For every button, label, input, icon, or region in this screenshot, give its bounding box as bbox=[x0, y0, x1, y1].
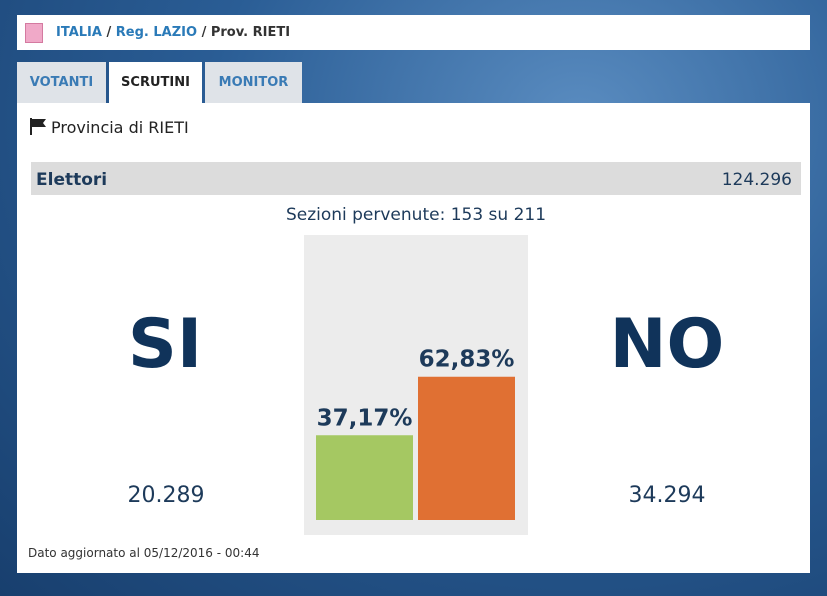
breadcrumb-link[interactable]: ITALIA bbox=[56, 25, 102, 40]
breadcrumb-link[interactable]: Reg. LAZIO bbox=[115, 25, 198, 40]
electors-value: 124.296 bbox=[722, 170, 792, 190]
bar-value-label: 62,83% bbox=[419, 347, 515, 373]
votes-count: 34.294 bbox=[629, 483, 706, 508]
province-title: Provincia di RIETI bbox=[51, 118, 189, 137]
tab-active[interactable]: SCRUTINI bbox=[109, 62, 202, 103]
answer-label: NO bbox=[610, 305, 725, 384]
bar-value-label: 37,17% bbox=[317, 405, 413, 431]
electors-label: Elettori bbox=[36, 170, 107, 190]
update-note: Dato aggiornato al 05/12/2016 - 00:44 bbox=[28, 546, 259, 560]
votes-count: 20.289 bbox=[128, 483, 205, 508]
breadcrumb-separator: / bbox=[201, 25, 207, 40]
breadcrumb: ITALIA / Reg. LAZIO / Prov. RIETI bbox=[56, 25, 290, 40]
breadcrumb-bar: ITALIA / Reg. LAZIO / Prov. RIETI bbox=[17, 15, 810, 50]
breadcrumb-current: Prov. RIETI bbox=[210, 25, 291, 40]
answer-label: SI bbox=[128, 305, 202, 384]
electors-row bbox=[31, 162, 801, 195]
tab[interactable]: MONITOR bbox=[205, 62, 302, 103]
bar bbox=[316, 435, 413, 520]
bar bbox=[418, 376, 515, 520]
sections-text: Sezioni pervenute: 153 su 211 bbox=[286, 205, 546, 225]
tab[interactable]: VOTANTI bbox=[17, 62, 106, 103]
breadcrumb-icon bbox=[25, 23, 43, 43]
breadcrumb-separator: / bbox=[106, 25, 112, 40]
flag-icon bbox=[30, 118, 46, 135]
